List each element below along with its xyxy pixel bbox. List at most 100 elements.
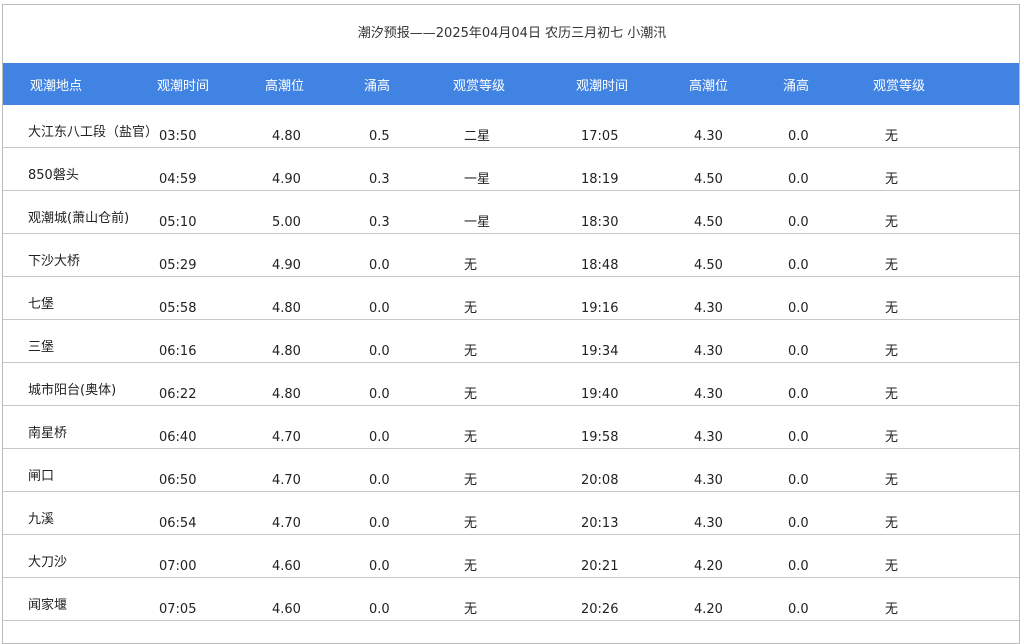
cell-evening-high-level: 4.30	[694, 473, 723, 488]
cell-morning-surge: 0.0	[369, 344, 390, 359]
cell-morning-time: 04:59	[159, 172, 197, 187]
table-row: 下沙大桥 05:29 4.90 0.0 无 18:48 4.50 0.0 无	[3, 234, 1019, 277]
cell-morning-time: 06:16	[159, 344, 197, 359]
cell-evening-time: 20:08	[581, 473, 619, 488]
cell-morning-rating: 一星	[464, 215, 491, 230]
cell-location: 七堡	[28, 297, 55, 312]
cell-morning-rating: 无	[464, 473, 478, 488]
cell-morning-rating: 无	[464, 516, 478, 531]
cell-morning-rating: 无	[464, 344, 478, 359]
cell-morning-rating: 无	[464, 559, 478, 574]
cell-morning-time: 05:29	[159, 258, 197, 273]
cell-evening-rating: 无	[885, 602, 899, 617]
cell-morning-rating: 无	[464, 430, 478, 445]
cell-morning-time: 06:50	[159, 473, 197, 488]
cell-evening-surge: 0.0	[788, 559, 809, 574]
cell-morning-high-level: 4.70	[272, 473, 301, 488]
cell-evening-rating: 无	[885, 387, 899, 402]
cell-location: 下沙大桥	[28, 254, 81, 269]
cell-location: 南星桥	[28, 426, 68, 441]
cell-morning-high-level: 4.60	[272, 559, 301, 574]
header-evening-surge: 涌高	[783, 79, 810, 94]
table-row: 七堡 05:58 4.80 0.0 无 19:16 4.30 0.0 无	[3, 277, 1019, 320]
cell-evening-rating: 无	[885, 301, 899, 316]
cell-evening-rating: 无	[885, 473, 899, 488]
cell-morning-surge: 0.0	[369, 258, 390, 273]
cell-evening-high-level: 4.50	[694, 172, 723, 187]
cell-evening-time: 17:05	[581, 129, 619, 144]
cell-location: 三堡	[28, 340, 55, 355]
table-row: 闻家堰 07:05 4.60 0.0 无 20:26 4.20 0.0 无	[3, 578, 1019, 621]
cell-evening-surge: 0.0	[788, 344, 809, 359]
cell-morning-time: 06:22	[159, 387, 197, 402]
cell-morning-time: 07:05	[159, 602, 197, 617]
cell-evening-surge: 0.0	[788, 258, 809, 273]
cell-morning-high-level: 4.70	[272, 516, 301, 531]
cell-morning-high-level: 4.80	[272, 344, 301, 359]
cell-morning-high-level: 5.00	[272, 215, 301, 230]
cell-morning-high-level: 4.90	[272, 172, 301, 187]
cell-evening-rating: 无	[885, 129, 899, 144]
cell-evening-high-level: 4.30	[694, 387, 723, 402]
cell-evening-high-level: 4.20	[694, 602, 723, 617]
cell-morning-high-level: 4.90	[272, 258, 301, 273]
table-row: 三堡 06:16 4.80 0.0 无 19:34 4.30 0.0 无	[3, 320, 1019, 363]
cell-morning-surge: 0.0	[369, 430, 390, 445]
header-location: 观潮地点	[30, 79, 83, 94]
cell-evening-time: 19:34	[581, 344, 619, 359]
cell-morning-surge: 0.0	[369, 516, 390, 531]
cell-morning-time: 06:54	[159, 516, 197, 531]
cell-evening-time: 20:21	[581, 559, 619, 574]
cell-morning-high-level: 4.80	[272, 387, 301, 402]
header-morning-surge: 涌高	[364, 79, 391, 94]
cell-evening-high-level: 4.50	[694, 215, 723, 230]
cell-evening-high-level: 4.30	[694, 129, 723, 144]
cell-morning-surge: 0.0	[369, 602, 390, 617]
cell-morning-high-level: 4.70	[272, 430, 301, 445]
cell-evening-time: 18:48	[581, 258, 619, 273]
cell-evening-high-level: 4.30	[694, 516, 723, 531]
cell-location: 九溪	[28, 512, 55, 527]
table-row: 南星桥 06:40 4.70 0.0 无 19:58 4.30 0.0 无	[3, 406, 1019, 449]
cell-evening-surge: 0.0	[788, 129, 809, 144]
table-row: 大江东八工段（盐官） 03:50 4.80 0.5 二星 17:05 4.30 0.0 无	[3, 105, 1019, 148]
cell-evening-rating: 无	[885, 172, 899, 187]
cell-morning-rating: 无	[464, 387, 478, 402]
cell-evening-time: 18:19	[581, 172, 619, 187]
cell-morning-rating: 无	[464, 602, 478, 617]
cell-evening-surge: 0.0	[788, 516, 809, 531]
header-morning-high-level: 高潮位	[265, 79, 305, 94]
page-title: 潮汐预报——2025年04月04日 农历三月初七 小潮汛	[357, 26, 667, 41]
cell-morning-surge: 0.5	[369, 129, 390, 144]
cell-morning-rating: 二星	[464, 129, 491, 144]
cell-morning-rating: 一星	[464, 172, 491, 187]
cell-evening-high-level: 4.30	[694, 344, 723, 359]
cell-morning-rating: 无	[464, 301, 478, 316]
cell-location: 城市阳台(奥体)	[28, 383, 117, 398]
cell-morning-surge: 0.0	[369, 387, 390, 402]
cell-evening-surge: 0.0	[788, 215, 809, 230]
cell-morning-surge: 0.3	[369, 172, 390, 187]
cell-evening-high-level: 4.30	[694, 301, 723, 316]
cell-evening-high-level: 4.30	[694, 430, 723, 445]
cell-morning-surge: 0.3	[369, 215, 390, 230]
cell-evening-time: 18:30	[581, 215, 619, 230]
cell-evening-rating: 无	[885, 430, 899, 445]
cell-evening-surge: 0.0	[788, 172, 809, 187]
cell-evening-rating: 无	[885, 516, 899, 531]
cell-evening-surge: 0.0	[788, 473, 809, 488]
table-header: 观潮地点 观潮时间 高潮位 涌高 观赏等级 观潮时间 高潮位 涌高 观赏等级	[3, 63, 1019, 105]
cell-morning-surge: 0.0	[369, 301, 390, 316]
cell-evening-time: 20:13	[581, 516, 619, 531]
cell-location: 闸口	[28, 469, 55, 484]
header-evening-high-level: 高潮位	[689, 79, 729, 94]
table-row: 观潮城(萧山仓前) 05:10 5.00 0.3 一星 18:30 4.50 0.0 无	[3, 191, 1019, 234]
cell-location: 观潮城(萧山仓前)	[28, 211, 130, 226]
cell-morning-high-level: 4.80	[272, 301, 301, 316]
header-evening-rating: 观赏等级	[873, 79, 926, 94]
cell-evening-surge: 0.0	[788, 301, 809, 316]
cell-location: 大江东八工段（盐官）	[28, 125, 159, 140]
cell-evening-time: 19:40	[581, 387, 619, 402]
cell-location: 闻家堰	[28, 598, 68, 613]
cell-morning-time: 03:50	[159, 129, 197, 144]
